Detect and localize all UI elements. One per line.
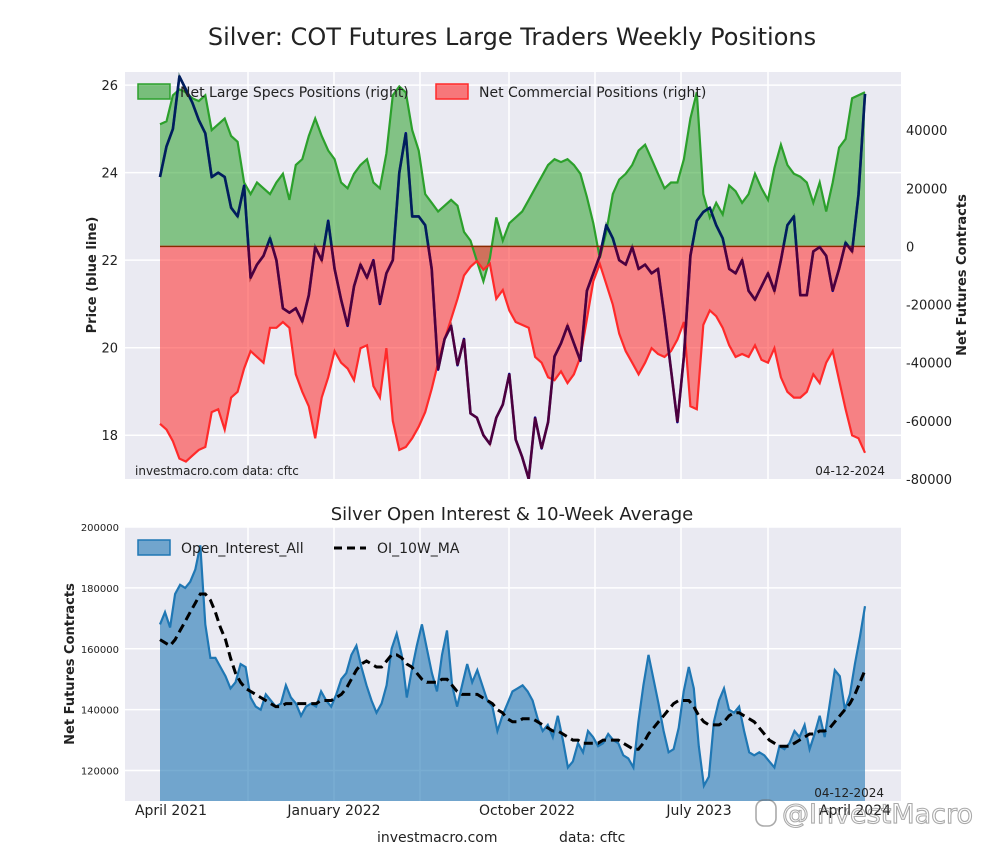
open-interest-title: Silver Open Interest & 10-Week Average (331, 504, 694, 525)
net-contracts-tick-label: -80000 (906, 473, 952, 488)
net-contracts-tick-label: 40000 (906, 124, 947, 139)
watermark-logo-icon (755, 799, 777, 827)
specs-line (159, 84, 866, 286)
positions-legend: Net Large Specs Positions (right) Net Co… (137, 83, 706, 101)
legend-oi-label: Open_Interest_All (181, 541, 304, 557)
net-contracts-tick-label: -20000 (906, 299, 952, 314)
legend-specs-label: Net Large Specs Positions (right) (180, 85, 409, 101)
open-interest-axis-label: Net Futures Contracts (63, 583, 78, 745)
watermark: @InvestMacro (755, 798, 974, 831)
price-tick-label: 24 (101, 167, 118, 182)
specs-area (160, 86, 865, 246)
price-tick-label: 20 (101, 342, 118, 357)
specs-area-above-zero (160, 86, 865, 246)
price-line-group (158, 72, 867, 479)
oi-tick-label: 200000 (81, 523, 119, 534)
net-contracts-tick-label: -60000 (906, 415, 952, 430)
legend-specs-swatch (137, 83, 171, 100)
net-contracts-axis-label: Net Futures Contracts (955, 194, 970, 356)
open-interest-axis-ticks: 120000 140000 160000 180000 200000 (81, 523, 119, 778)
legend-commercial-label: Net Commercial Positions (right) (479, 85, 706, 101)
date-tick-label: July 2023 (665, 803, 731, 819)
net-contracts-tick-label: -40000 (906, 357, 952, 372)
footer-data: data: cftc (559, 830, 625, 846)
price-axis-ticks: 18 20 22 24 26 (101, 79, 118, 444)
positions-date-note: 04-12-2024 (815, 464, 885, 478)
open-interest-area (160, 545, 865, 801)
oi-moving-average-group (159, 592, 867, 751)
price-tick-label: 26 (101, 79, 118, 94)
oi-tick-label: 140000 (81, 706, 119, 717)
oi-tick-label: 160000 (81, 645, 119, 656)
oi-tick-label: 120000 (81, 767, 119, 778)
legend-ma-label: OI_10W_MA (377, 541, 460, 557)
positions-source-note: investmacro.com data: cftc (135, 464, 299, 478)
legend-oi-swatch (137, 539, 171, 556)
watermark-text: @InvestMacro (782, 799, 973, 830)
net-contracts-tick-label: 20000 (906, 182, 947, 197)
open-interest-date-note: 04-12-2024 (814, 786, 884, 800)
open-interest-legend: Open_Interest_All OI_10W_MA (137, 539, 460, 557)
date-tick-label: April 2021 (135, 803, 207, 819)
price-tick-label: 22 (101, 254, 118, 269)
net-contracts-axis-ticks: -80000 -60000 -40000 -20000 0 20000 40000 (906, 124, 952, 488)
price-over-commercial (247, 245, 855, 479)
date-tick-label: April 2024 (819, 803, 891, 819)
price-axis-label: Price (blue line) (85, 217, 100, 334)
positions-panel: 18 20 22 24 26 -80000 -60000 -40000 -20000 0 2000… (85, 72, 970, 488)
legend-commercial-swatch (435, 83, 469, 100)
footer-source: investmacro.com (377, 830, 497, 846)
net-contracts-tick-label: 0 (906, 240, 914, 255)
date-tick-label: October 2022 (479, 803, 575, 819)
date-axis-ticks: April 2021 January 2022 October 2022 July 2… (135, 803, 891, 819)
chart-title: Silver: COT Futures Large Traders Weekly… (208, 23, 816, 51)
commercial-line (159, 259, 867, 463)
oi-moving-average-line (159, 592, 867, 751)
date-tick-label: January 2022 (286, 803, 380, 819)
open-interest-panel: 120000 140000 160000 180000 200000 April 202… (63, 523, 901, 819)
price-tick-label: 18 (101, 429, 118, 444)
price-line (247, 245, 855, 479)
oi-tick-label: 180000 (81, 584, 119, 595)
